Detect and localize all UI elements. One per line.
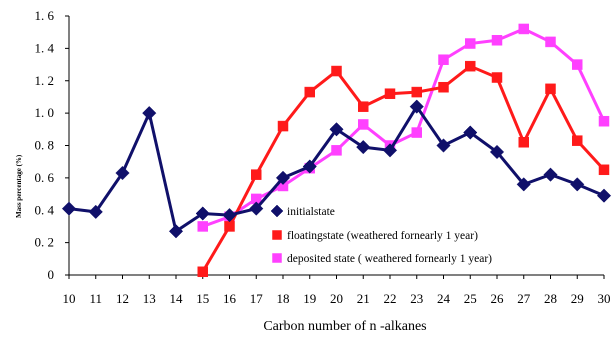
data-point [411, 127, 422, 138]
data-point [304, 86, 315, 98]
data-point [438, 81, 449, 93]
data-point [465, 38, 476, 49]
data-point [518, 137, 529, 148]
data-point [197, 221, 208, 232]
x-tick-label: 25 [464, 291, 477, 306]
legend-item: floatingstate (weathered fornearly 1 yea… [272, 230, 478, 242]
x-axis-title: Carbon number of n -alkanes [263, 319, 426, 334]
data-point [465, 60, 476, 72]
data-point [543, 167, 558, 182]
x-tick-label: 28 [544, 291, 557, 306]
data-point [384, 88, 396, 99]
x-tick-label: 20 [330, 291, 343, 306]
y-tick-label: 1. 6 [35, 8, 55, 23]
data-point [249, 201, 264, 216]
x-tick-label: 21 [357, 291, 370, 306]
data-point [222, 208, 237, 223]
y-tick-label: 0. 6 [35, 170, 55, 185]
series-2 [197, 60, 610, 278]
data-point [356, 140, 371, 155]
legend-marker [272, 253, 282, 263]
x-tick-label: 30 [598, 291, 611, 306]
y-tick-label: 0. 4 [35, 202, 55, 217]
x-tick-label: 27 [517, 291, 531, 306]
data-point [331, 145, 342, 156]
series-1 [61, 99, 612, 239]
x-tick-label: 22 [384, 291, 397, 306]
data-point [409, 99, 424, 114]
x-tick-label: 11 [89, 291, 102, 306]
data-point [570, 177, 585, 192]
data-point [411, 86, 422, 98]
data-point [358, 101, 369, 112]
x-tick-label: 14 [170, 291, 184, 306]
data-point [115, 165, 130, 181]
x-tick-label: 29 [571, 291, 584, 306]
y-tick-label: 1. 0 [35, 105, 55, 120]
data-point [382, 143, 398, 158]
data-point [598, 115, 610, 127]
data-point [463, 125, 478, 140]
data-point [142, 106, 157, 121]
legend-item: initialstate [270, 204, 335, 218]
data-point [491, 72, 503, 83]
data-point [251, 169, 262, 180]
data-point [516, 177, 531, 192]
data-point [545, 36, 556, 48]
data-point [302, 159, 317, 174]
data-point [598, 164, 610, 176]
x-tick-label: 18 [277, 291, 290, 306]
x-tick-label: 13 [143, 291, 156, 306]
data-point [436, 138, 451, 153]
x-tick-label: 12 [116, 291, 129, 306]
data-point [491, 35, 503, 46]
data-point [275, 170, 291, 185]
y-tick-label: 0. 8 [35, 138, 55, 153]
y-axis-title: Mass percentage (%) [15, 154, 23, 218]
data-point [329, 122, 344, 137]
data-point [438, 54, 449, 65]
data-point [331, 65, 342, 77]
data-point [277, 120, 289, 132]
data-point [195, 206, 210, 221]
data-point [572, 135, 583, 146]
axes: 0 0. 2 0. 4 0. 6 0. 8 1. 0 1. 2 1. 4 1. 6 10 11 12 1… [35, 8, 611, 306]
legend-item: deposited state ( weathered fornearly 1 … [272, 253, 492, 265]
data-point [572, 59, 583, 70]
data-point [358, 119, 369, 130]
legend: initialstate floatingstate (weathered for… [270, 204, 492, 265]
y-tick-label: 1. 4 [35, 40, 55, 55]
legend-label: initialstate [287, 206, 335, 218]
data-point [518, 23, 529, 35]
legend-label: floatingstate (weathered fornearly 1 yea… [287, 230, 478, 242]
x-tick-label: 10 [63, 291, 76, 306]
data-point [88, 204, 103, 219]
y-tick-label: 0 [48, 267, 55, 282]
data-point [168, 224, 184, 239]
data-point [197, 266, 208, 278]
series-line [201, 64, 606, 273]
legend-label: deposited state ( weathered fornearly 1 … [287, 253, 492, 265]
x-tick-label: 23 [410, 291, 423, 306]
x-tick-label: 16 [223, 291, 237, 306]
plot-area [61, 23, 612, 278]
data-point [596, 188, 612, 203]
x-tick-label: 17 [250, 291, 264, 306]
data-point [61, 201, 77, 216]
y-tick-label: 0. 2 [35, 235, 55, 250]
y-tick-label: 1. 2 [35, 73, 55, 88]
x-tick-label: 26 [491, 291, 505, 306]
legend-marker [272, 230, 282, 240]
x-tick-label: 24 [437, 291, 451, 306]
data-point [224, 221, 235, 232]
data-point [489, 144, 505, 160]
legend-marker [270, 204, 284, 218]
data-point [545, 83, 556, 95]
x-tick-label: 15 [196, 291, 209, 306]
x-tick-label: 19 [303, 291, 316, 306]
